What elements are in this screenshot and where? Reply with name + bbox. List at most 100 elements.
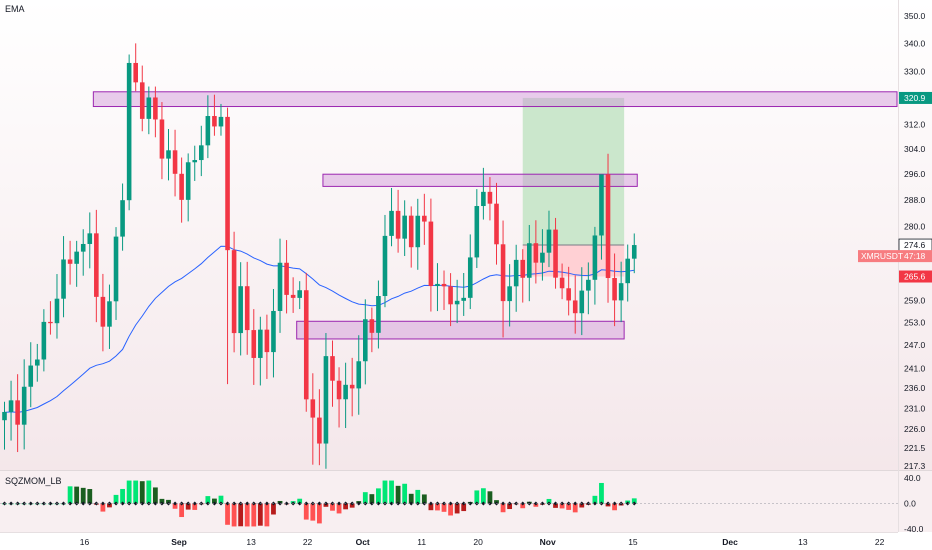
squeeze-dot	[133, 501, 138, 506]
candle-body	[2, 411, 7, 421]
momentum-bar	[212, 498, 217, 504]
candle	[264, 314, 270, 379]
candle	[631, 233, 637, 274]
momentum-bar	[310, 503, 316, 521]
candle	[179, 157, 184, 223]
squeeze-dot	[153, 501, 158, 506]
candle-body	[126, 62, 132, 201]
candle	[586, 262, 591, 315]
candle-body	[244, 286, 250, 331]
price-tag: 265.6	[899, 270, 932, 283]
candle	[277, 238, 283, 333]
momentum-bar	[500, 503, 506, 513]
candle-body	[41, 321, 47, 360]
candle-body	[139, 82, 145, 119]
candle-body	[572, 300, 578, 314]
candle-body	[369, 319, 375, 333]
candle	[107, 284, 112, 349]
candle	[159, 102, 165, 180]
candle-body	[199, 145, 204, 161]
candle-body	[553, 229, 558, 278]
momentum-bar	[159, 498, 165, 504]
candle	[553, 217, 558, 289]
candle	[290, 277, 296, 313]
candle	[520, 249, 526, 303]
candle	[87, 212, 93, 269]
candle	[35, 343, 40, 382]
momentum-bar	[264, 503, 270, 527]
candle	[100, 273, 106, 352]
candle	[566, 266, 571, 316]
price-axis[interactable]: 350.0340.0330.0320.0312.0304.0296.0288.0…	[858, 11, 932, 534]
price-tick-label: 296.0	[904, 169, 926, 179]
candle	[389, 187, 394, 247]
candle-body	[540, 252, 545, 263]
candle	[310, 373, 316, 465]
sub-pane-bg	[0, 471, 932, 532]
symbol-price-tag: XMRUSDT 47:18	[858, 250, 932, 263]
main-indicator-label[interactable]: EMA	[5, 4, 25, 14]
momentum-bar	[395, 485, 401, 504]
candle-body	[21, 386, 27, 425]
candle-body	[428, 221, 434, 287]
candle-body	[533, 243, 539, 263]
momentum-bar	[428, 503, 434, 511]
momentum-bar	[146, 480, 152, 504]
time-tick-label: 22	[875, 537, 885, 547]
price-tick-label: 247.0	[904, 340, 926, 350]
squeeze-dot	[81, 501, 86, 506]
momentum-bar	[139, 481, 145, 504]
squeeze-dot	[389, 501, 394, 506]
momentum-bar	[349, 503, 355, 508]
momentum-bar	[631, 498, 637, 504]
momentum-bar	[120, 488, 125, 504]
momentum-bar	[448, 503, 453, 516]
candle	[330, 340, 335, 407]
candle	[527, 224, 532, 302]
main-plot[interactable]	[2, 43, 898, 469]
candle	[303, 272, 309, 412]
zone-rect-2	[322, 173, 638, 187]
price-tag-text: 320.9	[904, 93, 926, 103]
candle	[382, 214, 388, 308]
price-tag-text: 274.6	[904, 240, 926, 250]
candle-body	[100, 296, 106, 327]
time-tick-label: 13	[798, 537, 808, 547]
candle	[74, 240, 79, 287]
candle-body	[205, 116, 211, 146]
candle	[231, 231, 237, 353]
time-axis[interactable]: 16 Sep 13 22 Oct 11 20 Nov 15 Dec 13 22	[80, 537, 885, 547]
momentum-bar	[297, 498, 303, 504]
candle-body	[317, 417, 322, 444]
candle	[605, 153, 611, 303]
sub-indicator-label[interactable]: SQZMOM_LB	[5, 476, 62, 486]
squeeze-dot	[120, 501, 125, 506]
momentum-bar	[172, 503, 178, 509]
candle	[225, 107, 230, 385]
candle-body	[612, 278, 617, 301]
candle	[323, 332, 329, 469]
squeeze-dot	[376, 501, 381, 506]
momentum-bar	[435, 503, 440, 511]
candle	[2, 401, 7, 450]
squeeze-dot	[448, 501, 453, 506]
candle-body	[461, 297, 466, 301]
candle	[317, 389, 322, 466]
momentum-bar	[271, 503, 276, 515]
candle	[474, 189, 480, 268]
time-tick-label: 15	[628, 537, 638, 547]
squeeze-dot	[573, 501, 578, 506]
candle-body	[54, 298, 60, 324]
squeeze-dot	[428, 501, 433, 506]
candle-body	[382, 235, 388, 297]
candle-body	[592, 235, 598, 280]
squeeze-dot	[625, 501, 630, 506]
momentum-bar	[362, 492, 368, 504]
candle	[513, 244, 519, 312]
sub-plot[interactable]	[0, 480, 898, 527]
price-tick-label: 280.0	[904, 222, 926, 232]
time-tick-label: 13	[246, 537, 256, 547]
candle-body	[395, 210, 401, 239]
